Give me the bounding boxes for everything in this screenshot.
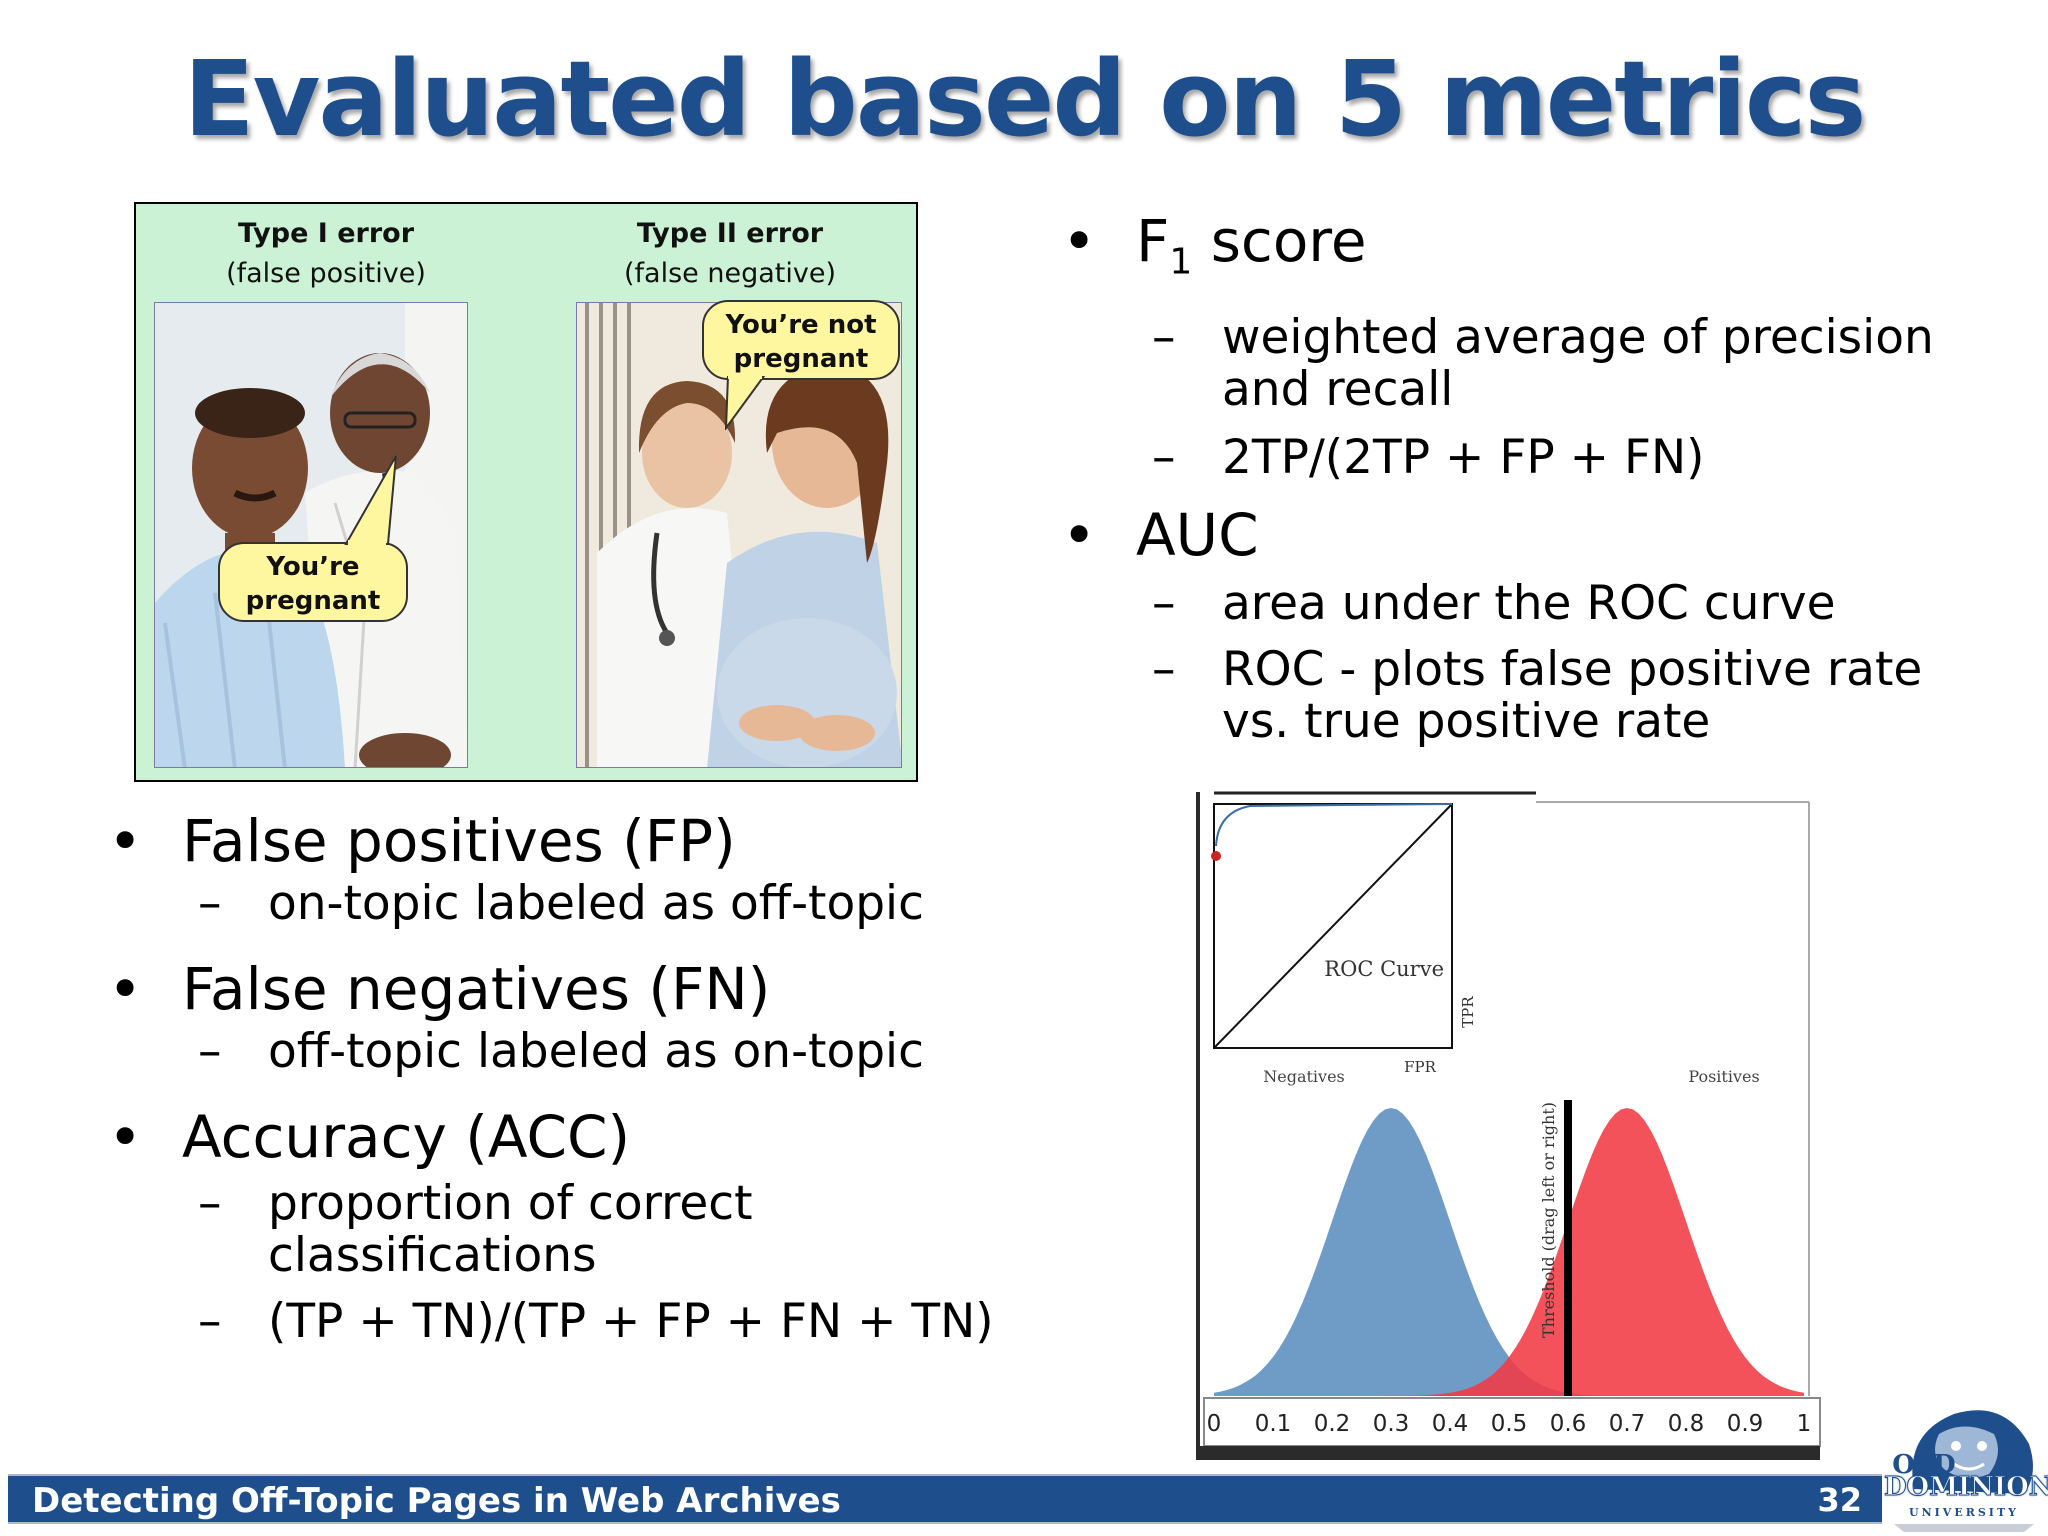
bullet-accuracy: Accuracy (ACC) — [108, 1106, 1008, 1168]
bubble-type2-tail — [724, 376, 766, 430]
axis-tick-label: 1 — [1797, 1411, 1812, 1437]
threshold-label: Threshold (drag left or right) — [1539, 1102, 1558, 1338]
sub-bullet-fn-definition: off-topic labeled as on-topic — [198, 1026, 1008, 1079]
sub-bullet-fp-definition: on-topic labeled as off-topic — [198, 878, 1008, 931]
roc-diagonal — [1213, 803, 1453, 1049]
logo-line3: UNIVERSITY — [1909, 1506, 2019, 1519]
positives-label: Positives — [1688, 1067, 1759, 1086]
f1-subscript: 1 — [1169, 241, 1193, 283]
axis-tick-label: 0.3 — [1373, 1411, 1410, 1437]
bullet-false-positives: False positives (FP) — [108, 810, 1008, 872]
slide-footer: Detecting Off-Topic Pages in Web Archive… — [8, 1474, 1882, 1524]
bullet-auc: AUC — [1062, 504, 2022, 566]
slide-number: 32 — [1817, 1481, 1862, 1519]
roc-curve-line — [1215, 803, 1453, 847]
type2-heading-block: Type II error (false negative) — [580, 214, 880, 294]
negatives-label: Negatives — [1263, 1067, 1345, 1086]
bubble-type1-tail — [344, 455, 397, 546]
type2-subheading: (false negative) — [624, 258, 836, 289]
type1-heading: Type I error — [237, 218, 415, 249]
sub-bullet-f1-formula: 2TP/(2TP + FP + FN) — [1152, 431, 2022, 484]
footer-title: Detecting Off-Topic Pages in Web Archive… — [32, 1481, 841, 1521]
axis-tick-label: 0.7 — [1609, 1411, 1646, 1437]
sub-bullet-roc-definition: ROC - plots false positive rate vs. true… — [1152, 643, 1972, 748]
doctor-man-drawing — [155, 303, 467, 767]
speech-bubble-type1: You’re pregnant — [218, 542, 408, 622]
sub-bullet-f1-definition: weighted average of precision and recall — [1152, 311, 1972, 416]
f1-letter: F — [1136, 207, 1170, 275]
bullet-false-negatives: False negatives (FN) — [108, 958, 1008, 1020]
sub-bullet-acc-formula: (TP + TN)/(TP + FP + FN + TN) — [198, 1296, 1008, 1349]
logo-line1: OLD — [1892, 1450, 1956, 1480]
right-bullet-list: F1 score weighted average of precision a… — [1062, 210, 2022, 748]
bullet-f1-score: F1 score — [1062, 210, 2022, 294]
axis-tick-label: 0.9 — [1727, 1411, 1764, 1437]
left-bullet-list: False positives (FP) on-topic labeled as… — [108, 810, 1008, 1348]
odu-logo: OLD DOMINION UNIVERSITY — [1884, 1394, 2048, 1534]
axis-tick-label: 0.2 — [1314, 1411, 1351, 1437]
axis-tick-label: 0.1 — [1255, 1411, 1292, 1437]
axis-tick-label: 0.4 — [1432, 1411, 1469, 1437]
bubble-type1-line2: pregnant — [245, 586, 381, 616]
f1-score-word: score — [1192, 207, 1367, 275]
threshold-axis-box — [1203, 1397, 1821, 1447]
axis-tick-label: 0.6 — [1550, 1411, 1587, 1437]
speech-bubble-type2: You’re not pregnant — [702, 300, 900, 380]
bubble-type1-line1: You’re — [266, 552, 360, 582]
roc-applet: ROC Curve FPR TPR Negatives Positives Th… — [1194, 790, 1828, 1464]
threshold-handle[interactable] — [1564, 1100, 1572, 1396]
roc-operating-point[interactable] — [1211, 851, 1221, 861]
roc-applet-svg: ROC Curve FPR TPR Negatives Positives Th… — [1196, 791, 1821, 1460]
axis-tick-label: 0.5 — [1491, 1411, 1528, 1437]
fpr-axis-label: FPR — [1404, 1058, 1437, 1076]
type1-subheading: (false positive) — [226, 258, 426, 289]
logo-line2: DOMINION — [1884, 1472, 2048, 1503]
sub-bullet-acc-definition: proportion of correct classifications — [198, 1178, 758, 1282]
sub-bullet-auc-definition: area under the ROC curve — [1152, 577, 2022, 630]
doctor-woman-drawing — [577, 303, 901, 767]
negatives-distribution — [1214, 1108, 1804, 1396]
bubble-type2-line2: pregnant — [733, 344, 869, 374]
axis-tick-label: 0.8 — [1668, 1411, 1705, 1437]
slide-title: Evaluated based on 5 metrics — [183, 38, 1867, 160]
type2-heading: Type II error — [636, 218, 824, 249]
lion-icon — [1894, 1410, 2034, 1532]
type1-heading-block: Type I error (false positive) — [176, 214, 476, 294]
roc-left-border — [1196, 792, 1200, 1460]
doctor-man-photo — [154, 302, 468, 768]
tpr-axis-label: TPR — [1459, 996, 1477, 1028]
type-error-illustration: Type I error (false positive) Type II er… — [134, 202, 918, 782]
threshold-axis-ticks: 0 0.1 0.2 0.3 0.4 0.5 0.6 0.7 0.8 0.9 1 — [1207, 1411, 1812, 1437]
roc-bottom-border — [1196, 1446, 1820, 1460]
axis-tick-label: 0 — [1207, 1411, 1222, 1437]
bubble-type2-line1: You’re not — [725, 310, 877, 340]
positives-distribution — [1214, 1108, 1804, 1396]
roc-curve-label: ROC Curve — [1324, 957, 1444, 981]
